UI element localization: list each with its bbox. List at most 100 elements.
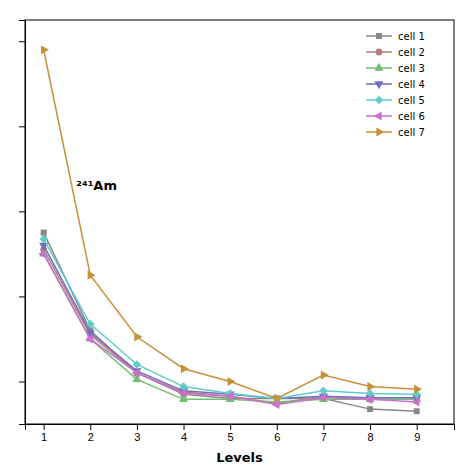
annotation: ²⁴¹Am <box>76 178 117 193</box>
legend-item: cell 2 <box>366 47 425 58</box>
x-tick-label: 1 <box>41 431 47 443</box>
x-tick-label: 6 <box>274 431 280 443</box>
series-marker <box>38 249 46 258</box>
x-tick-label: 2 <box>88 431 94 443</box>
series-marker <box>367 382 375 391</box>
series-marker <box>41 230 47 236</box>
series-line <box>44 254 417 405</box>
legend-swatch-marker <box>374 111 382 120</box>
x-tick-mark <box>137 424 138 430</box>
y-tick-mark <box>19 296 25 297</box>
series-marker <box>134 332 142 341</box>
series-marker <box>181 364 189 373</box>
x-tick: 7 <box>321 424 327 443</box>
legend-item: cell 5 <box>366 95 425 106</box>
x-tick: 5 <box>228 424 234 443</box>
legend-swatch-marker <box>376 33 382 39</box>
series-marker <box>411 397 419 406</box>
legend-item: cell 3 <box>366 63 425 74</box>
x-tick-label: 4 <box>181 431 187 443</box>
legend-swatch-marker <box>375 96 383 104</box>
y-tick <box>19 126 25 127</box>
series <box>39 235 421 403</box>
y-axis <box>19 21 26 425</box>
x-tick-label: 9 <box>414 431 420 443</box>
legend-swatch-marker <box>374 81 383 89</box>
series-marker <box>133 360 141 368</box>
series-marker <box>228 377 236 386</box>
data-layer <box>38 45 422 414</box>
series-marker <box>414 408 420 414</box>
series <box>41 45 422 403</box>
y-tick-mark <box>19 126 25 127</box>
legend-label: cell 2 <box>398 47 425 58</box>
series-line <box>44 50 417 399</box>
x-tick: 9 <box>414 424 420 443</box>
plot-frame <box>25 20 454 424</box>
legend-swatch-marker <box>376 127 384 136</box>
legend-label: cell 6 <box>398 111 425 122</box>
x-tick-mark <box>277 424 278 430</box>
series-marker <box>41 45 49 54</box>
y-tick <box>19 381 25 382</box>
series-marker <box>321 371 329 380</box>
x-tick-mark <box>44 424 45 430</box>
legend-swatch-marker <box>376 49 383 56</box>
series-line <box>44 239 417 398</box>
x-tick: 8 <box>368 424 374 443</box>
series-marker <box>85 334 93 343</box>
series-marker <box>319 387 327 395</box>
x-tick-mark <box>90 424 91 430</box>
series-marker <box>365 395 373 404</box>
legend-label: cell 3 <box>398 63 425 74</box>
legend: cell 1 cell 2 cell 3 cell 4 cell 5 cell 6 cell… <box>366 31 425 138</box>
plot: 123456789²⁴¹Amcell 1cell 2cell 3cell 4ce… <box>19 20 455 443</box>
x-tick: 2 <box>88 424 94 443</box>
x-axis: 1 2 3 4 5 6 7 8 9 <box>26 424 455 443</box>
series-marker <box>179 382 187 390</box>
series-marker <box>274 394 282 403</box>
series-marker <box>225 392 233 401</box>
series-marker <box>86 320 94 328</box>
series-marker <box>39 235 47 243</box>
x-tick-mark <box>323 424 324 430</box>
series-marker <box>318 393 326 402</box>
x-tick: 4 <box>181 424 187 443</box>
series <box>39 243 421 404</box>
x-tick-mark <box>230 424 231 430</box>
y-tick <box>19 296 25 297</box>
series <box>40 246 420 407</box>
legend-item: cell 7 <box>366 127 425 138</box>
series-marker <box>367 406 373 412</box>
x-tick: 1 <box>41 424 47 443</box>
series-marker <box>88 271 96 280</box>
x-tick-mark <box>370 424 371 430</box>
x-axis-title: Levels <box>216 450 263 465</box>
x-tick: 3 <box>134 424 140 443</box>
series-marker <box>132 368 140 377</box>
x-tick-mark <box>184 424 185 430</box>
series-line <box>44 245 417 398</box>
x-tick-mark <box>417 424 418 430</box>
legend-label: cell 1 <box>398 31 425 42</box>
y-tick <box>19 41 25 42</box>
legend-label: cell 7 <box>398 127 425 138</box>
series-marker <box>414 385 422 394</box>
legend-label: cell 5 <box>398 95 425 106</box>
x-tick-label: 3 <box>134 431 140 443</box>
legend-swatch-marker <box>374 63 383 71</box>
y-tick-mark <box>19 211 25 212</box>
y-tick-mark <box>19 381 25 382</box>
series-line <box>44 254 417 402</box>
x-axis-line <box>26 425 455 431</box>
series-line <box>44 250 417 404</box>
x-tick-label: 5 <box>228 431 234 443</box>
y-tick <box>19 211 25 212</box>
series-marker <box>178 389 186 398</box>
series <box>39 249 421 405</box>
x-tick: 6 <box>274 424 280 443</box>
legend-label: cell 4 <box>398 79 425 90</box>
legend-item: cell 6 <box>366 111 425 122</box>
y-tick-mark <box>19 41 25 42</box>
x-tick-label: 7 <box>321 431 327 443</box>
